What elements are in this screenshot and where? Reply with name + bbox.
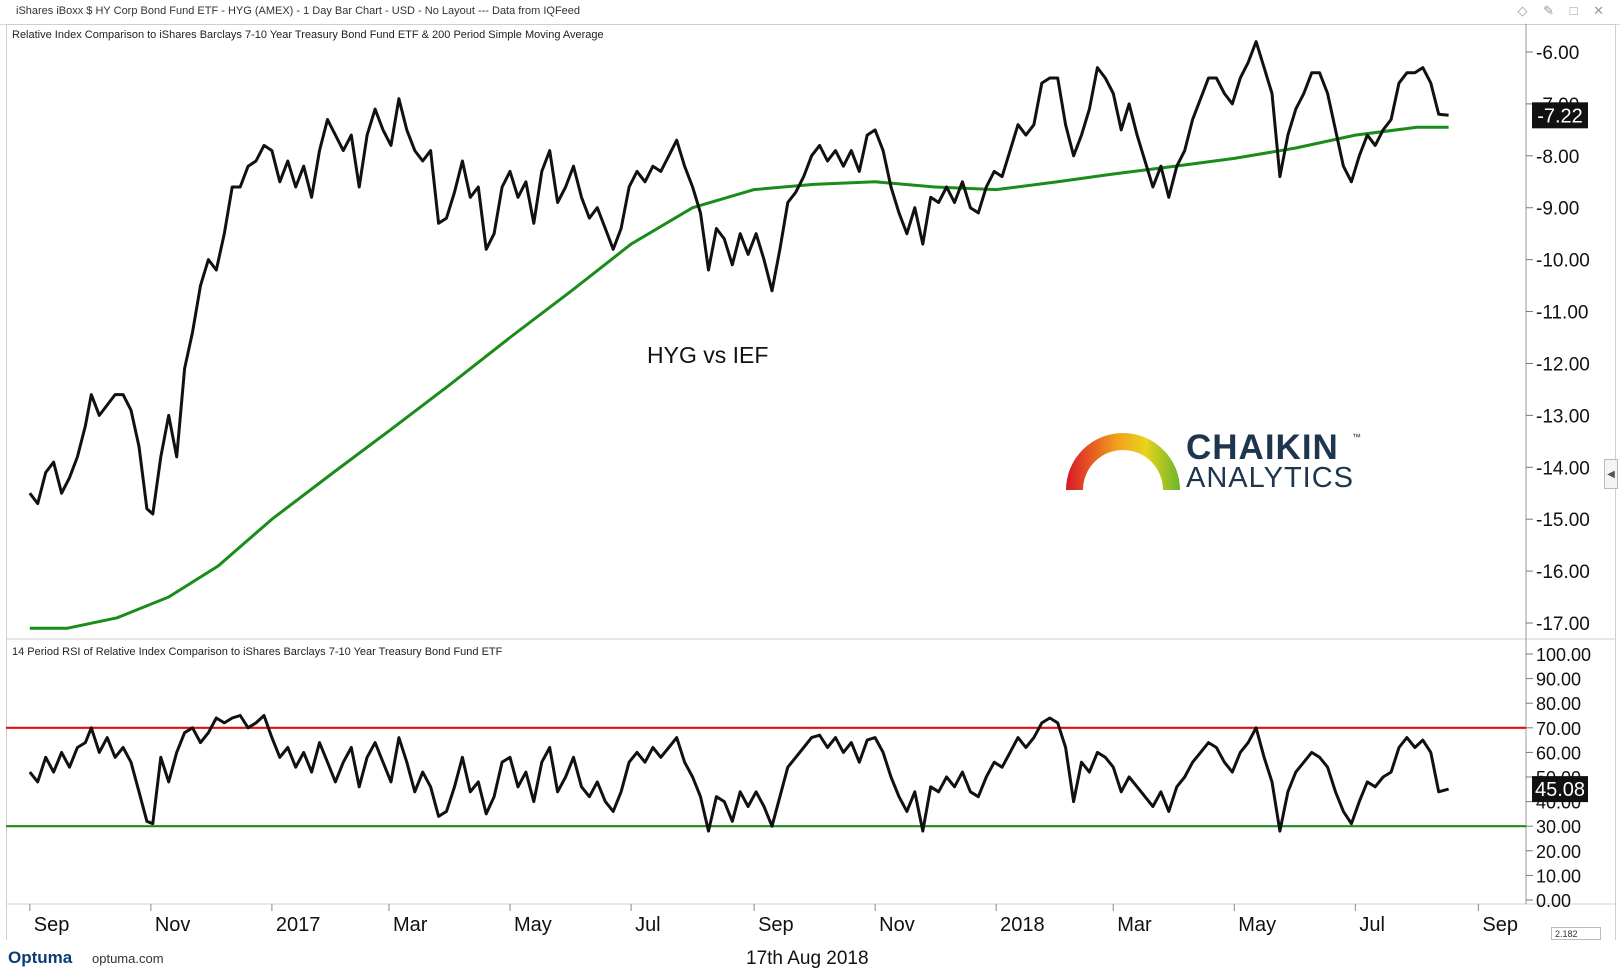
rsi-y-tick-label: 0.00: [1536, 891, 1571, 911]
y-tick-label: -14.00: [1536, 458, 1590, 479]
rsi-last-value-label: 45.08: [1535, 779, 1585, 801]
relative-index-line: [28, 40, 1449, 516]
rsi-last-value-box: [1532, 776, 1588, 803]
zoom-value-box[interactable]: 2.182: [1551, 927, 1601, 940]
rsi-y-tick-label: 30.00: [1536, 817, 1581, 837]
x-tick-label: Sep: [34, 914, 70, 936]
last-value-box: [1532, 102, 1588, 129]
rsi-y-tick-label: 20.00: [1536, 842, 1581, 862]
optuma-logo: Optuma: [8, 948, 72, 968]
x-tick-label: Mar: [393, 914, 428, 936]
y-tick-label: -9.00: [1536, 199, 1579, 220]
x-tick-label: Jul: [1359, 914, 1385, 936]
x-tick-label: Nov: [155, 914, 191, 936]
rsi-line: [28, 714, 1449, 833]
rsi-y-tick-label: 100.00: [1536, 645, 1591, 665]
y-tick-label: -6.00: [1536, 43, 1579, 64]
window-title: iShares iBoxx $ HY Corp Bond Fund ETF - …: [16, 5, 581, 17]
moving-average-line: [29, 125, 1449, 630]
x-tick-label: 2018: [1000, 914, 1045, 936]
rsi-pane-title: 14 Period RSI of Relative Index Comparis…: [12, 646, 503, 658]
x-tick-label: May: [1238, 914, 1276, 936]
chart-annotation: HYG vs IEF: [647, 342, 769, 368]
rsi-y-tick-label: 80.00: [1536, 694, 1581, 714]
scroll-left-arrow[interactable]: ◀: [1604, 459, 1618, 489]
y-tick-label: -15.00: [1536, 510, 1590, 531]
x-tick-label: Nov: [879, 914, 915, 936]
x-tick-label: Jul: [635, 914, 661, 936]
y-tick-label: -12.00: [1536, 354, 1590, 375]
logo-trademark: ™: [1352, 432, 1361, 442]
logo-word-chaikin: CHAIKIN: [1186, 428, 1339, 467]
cursor-date: 17th Aug 2018: [746, 948, 869, 969]
x-tick-label: 2017: [276, 914, 321, 936]
y-tick-label: -17.00: [1536, 614, 1590, 635]
y-tick-label: -16.00: [1536, 562, 1590, 583]
x-tick-label: Sep: [758, 914, 794, 936]
y-tick-label: -8.00: [1536, 147, 1579, 168]
rsi-y-tick-label: 10.00: [1536, 866, 1581, 886]
x-tick-label: Mar: [1117, 914, 1152, 936]
x-tick-label: May: [514, 914, 552, 936]
optuma-brand-text: Optuma: [8, 948, 73, 967]
footer-bar: [0, 940, 1620, 972]
x-tick-label: Sep: [1482, 914, 1518, 936]
price-pane-title: Relative Index Comparison to iShares Bar…: [12, 29, 604, 41]
logo-word-analytics: ANALYTICS: [1186, 462, 1355, 494]
y-tick-label: -13.00: [1536, 406, 1590, 427]
y-tick-label: -10.00: [1536, 251, 1590, 272]
last-value-label: -7.22: [1537, 105, 1583, 127]
optuma-url[interactable]: optuma.com: [92, 951, 164, 966]
y-tick-label: -11.00: [1536, 303, 1588, 324]
rsi-y-tick-label: 70.00: [1536, 719, 1581, 739]
window-controls[interactable]: ◇ ✎ □ ✕: [1517, 3, 1610, 18]
rsi-y-tick-label: 60.00: [1536, 743, 1581, 763]
rsi-y-tick-label: 90.00: [1536, 670, 1581, 690]
